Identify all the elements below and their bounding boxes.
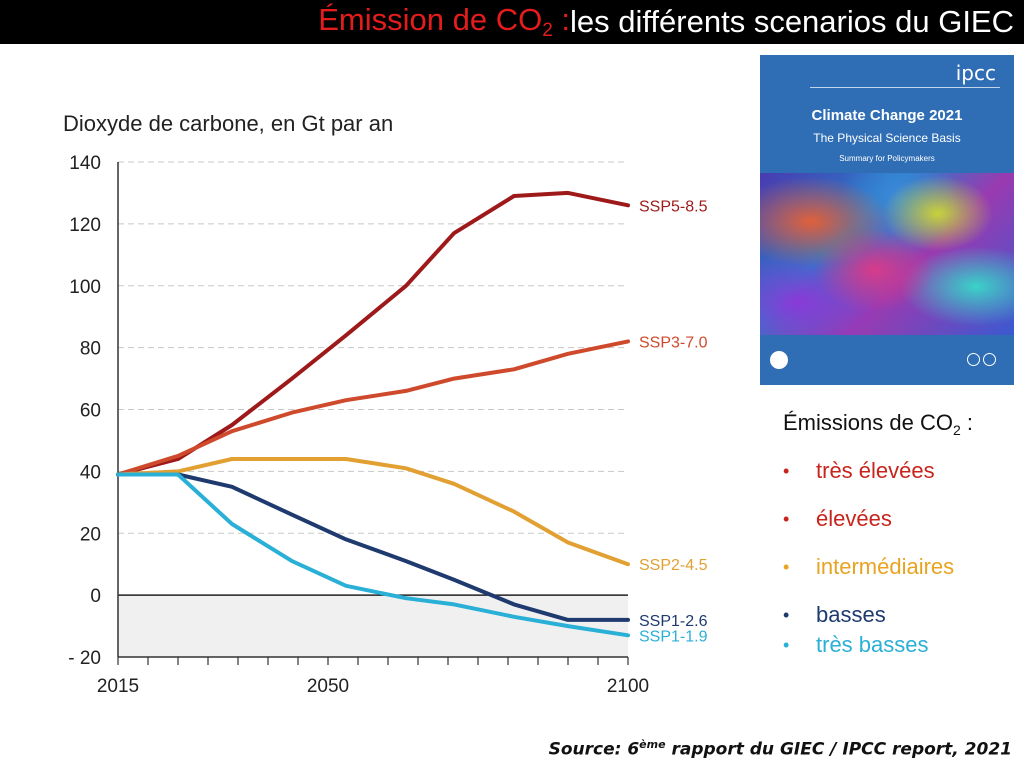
series-line-ssp1-1-9 xyxy=(116,472,630,638)
series-line-ssp2-4-5 xyxy=(116,457,630,567)
title-red-part: Émission de CO2 : xyxy=(318,2,571,41)
bullet-icon: • xyxy=(783,460,790,481)
legend-item-intermediaires: • intermédiaires xyxy=(783,554,954,580)
y-tick-label: 80 xyxy=(80,339,101,360)
legend-label: très basses xyxy=(816,632,929,657)
ipcc-report-cover: ipcc Climate Change 2021 The Physical Sc… xyxy=(760,55,1014,385)
bullet-icon: • xyxy=(783,508,790,529)
series-line-ssp1-2-6 xyxy=(116,472,630,622)
series-line-ssp3-7-0 xyxy=(116,339,630,477)
y-tick-label: 40 xyxy=(80,462,101,483)
legend-item-tres-basses: • très basses xyxy=(783,632,929,658)
legend-label: intermédiaires xyxy=(816,554,955,579)
series-label: SSP2-4.5 xyxy=(639,557,708,574)
y-tick-label: 120 xyxy=(69,215,101,236)
legend-title: Émissions de CO2 : xyxy=(783,410,973,438)
bullet-icon: • xyxy=(783,604,790,625)
legend-label: élevées xyxy=(816,506,892,531)
y-tick-label: 0 xyxy=(90,586,101,607)
negative-region-shade xyxy=(118,595,628,657)
y-tick-label: 140 xyxy=(69,153,101,174)
cover-footer xyxy=(760,335,1014,385)
y-tick-label: 20 xyxy=(80,524,101,545)
y-tick-label: 100 xyxy=(69,277,101,298)
bullet-icon: • xyxy=(783,634,790,655)
legend-label: basses xyxy=(816,602,886,627)
cover-world-map-image xyxy=(760,173,1014,335)
x-tick-label: 2100 xyxy=(607,676,649,697)
y-tick-label: - 20 xyxy=(68,648,101,669)
title-white-part: les différents scenarios du GIEC xyxy=(570,4,1014,39)
cover-footer-text xyxy=(840,349,940,369)
x-tick-label: 2015 xyxy=(97,676,139,697)
slide-title: Émission de CO2 : les différents scenari… xyxy=(0,0,1024,44)
series-line-ssp5-8-5 xyxy=(116,190,630,477)
cover-subtitle: The Physical Science Basis xyxy=(813,131,961,145)
series-label: SSP3-7.0 xyxy=(639,334,708,351)
cover-title: Climate Change 2021 xyxy=(811,107,963,124)
source-note: Source: 6ème rapport du GIEC / IPCC repo… xyxy=(548,738,1012,760)
legend-item-elevees: • élevées xyxy=(783,506,892,532)
y-tick-label: 60 xyxy=(80,401,101,422)
cover-subtitle-2: Summary for Policymakers xyxy=(839,154,935,163)
legend-item-tres-elevees: • très élevées xyxy=(783,458,935,484)
series-label: SSP1-2.6 xyxy=(639,613,708,630)
series-label: SSP1-1.9 xyxy=(639,628,708,645)
chart-title: Dioxyde de carbone, en Gt par an xyxy=(63,111,394,136)
wg-badge-icon xyxy=(770,351,788,369)
ipcc-logo: ipcc xyxy=(955,61,996,85)
x-tick-label: 2050 xyxy=(307,676,349,697)
legend-label: très élevées xyxy=(816,458,935,483)
bullet-icon: • xyxy=(783,556,790,577)
legend-item-basses: • basses xyxy=(783,602,886,628)
series-label: SSP5-8.5 xyxy=(639,198,708,215)
cover-divider xyxy=(810,87,1000,88)
wmo-unep-logos-icon xyxy=(964,353,1004,367)
